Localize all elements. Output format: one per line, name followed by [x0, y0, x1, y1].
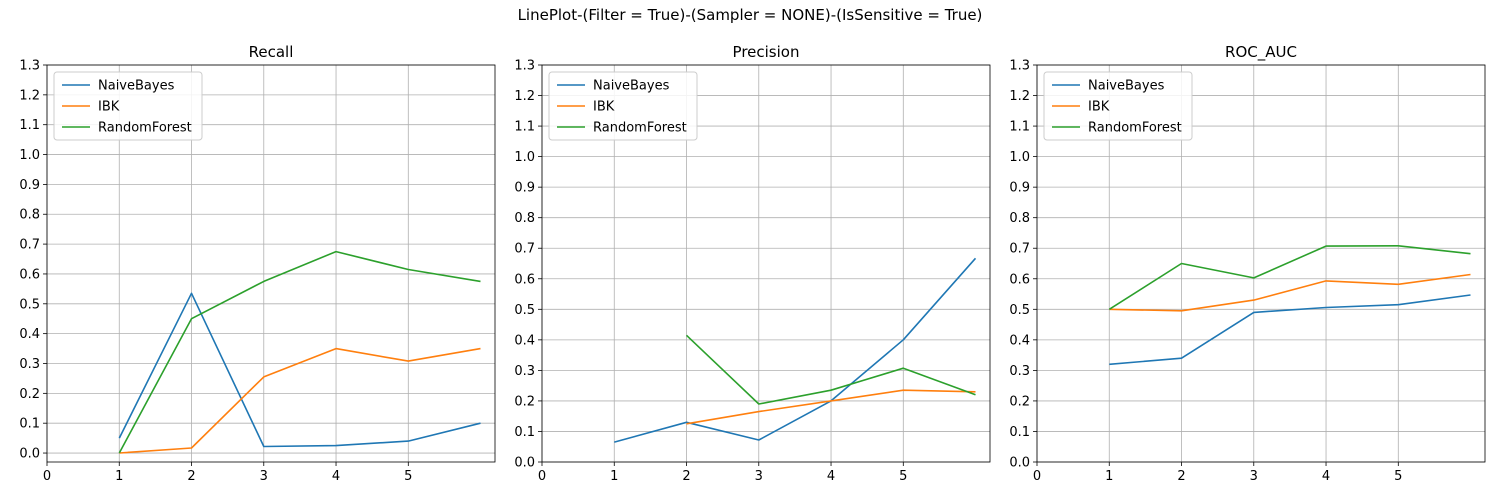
panel-3-y-tick-label: 0.0	[1009, 456, 1030, 471]
panel-2-legend-label-randomforest: RandomForest	[593, 121, 687, 136]
panel-2-x-tick-label: 5	[899, 469, 907, 484]
panel-3-y-tick-label: 0.6	[1009, 272, 1030, 287]
panel-1-x-tick-label: 0	[43, 469, 51, 484]
panel-2-y-tick-label: 0.3	[514, 364, 535, 379]
panel-2-y-tick-label: 0.0	[514, 456, 535, 471]
panel-3-x-tick-label: 0	[1033, 469, 1041, 484]
panel-3-x-tick-label: 4	[1322, 469, 1330, 484]
panel-1-series-ibk-line	[119, 347, 481, 454]
panel-1-y-tick-label: 0.9	[19, 178, 40, 193]
panel-2-legend-label-naivebayes: NaiveBayes	[593, 79, 670, 94]
panel-3-y-tick-label: 0.5	[1009, 303, 1030, 318]
panel-3-legend-label-ibk: IBK	[1088, 100, 1110, 115]
panel-2-y-tick-label: 1.1	[514, 120, 535, 135]
panel-2-x-tick-label: 4	[827, 469, 835, 484]
panel-1-y-tick-label: 1.3	[19, 59, 40, 74]
panel-3-y-tick-label: 0.9	[1009, 181, 1030, 196]
panel-1-y-tick-label: 0.5	[19, 297, 40, 312]
panel-3-x-tick-label: 1	[1105, 469, 1113, 484]
panel-1-legend-box	[53, 71, 203, 141]
panel-1-y-tick-label: 0.3	[19, 357, 40, 372]
panel-3-x-tick-label: 2	[1177, 469, 1185, 484]
figure-title: LinePlot-(Filter = True)-(Sampler = NONE…	[517, 6, 983, 24]
panel-1-legend-label-ibk: IBK	[98, 100, 120, 115]
panel-3-y-tick-label: 1.0	[1009, 150, 1030, 165]
panel-3-y-tick-label: 1.3	[1009, 59, 1030, 74]
panel-1-y-tick-label: 1.2	[19, 88, 40, 103]
panel-1-y-tick-label: 0.8	[19, 208, 40, 223]
panel-1-x-tick-label: 5	[404, 469, 412, 484]
panel-3-y-tick-label: 0.7	[1009, 242, 1030, 257]
panel-1-title: Recall	[249, 43, 294, 61]
panel-2-series-randomforest-line	[685, 334, 976, 405]
panel-3-y-tick-label: 1.1	[1009, 120, 1030, 135]
panel-3-legend-label-randomforest: RandomForest	[1088, 121, 1182, 136]
panel-2-legend-box	[548, 71, 698, 141]
panel-3-y-tick-label: 0.4	[1009, 333, 1030, 348]
panel-3-y-tick-label: 0.3	[1009, 364, 1030, 379]
panel-2-y-tick-label: 0.2	[514, 394, 535, 409]
panel-2-x-tick-label: 1	[610, 469, 618, 484]
panel-1-y-tick-label: 0.2	[19, 387, 40, 402]
panel-3-x-tick-label: 3	[1250, 469, 1258, 484]
panel-2-y-tick-label: 1.0	[514, 150, 535, 165]
panel-1-legend-label-naivebayes: NaiveBayes	[98, 79, 175, 94]
panel-2-y-tick-label: 0.9	[514, 181, 535, 196]
panel-1-x-tick-label: 1	[115, 469, 123, 484]
panel-3-series-ibk-line	[1109, 273, 1471, 312]
panel-2-legend-label-ibk: IBK	[593, 100, 615, 115]
panel-1-series-randomforest-line	[118, 250, 481, 454]
panel-1-x-tick-label: 4	[332, 469, 340, 484]
panel-1-x-tick-label: 3	[260, 469, 268, 484]
panel-3-title: ROC_AUC	[1225, 43, 1297, 62]
panel-2-y-tick-label: 0.4	[514, 333, 535, 348]
panel-2-axes-frame	[541, 64, 991, 463]
panel-3-axes-frame	[1036, 64, 1486, 463]
panel-2-x-tick-label: 0	[538, 469, 546, 484]
panel-1-series-naivebayes-line	[118, 292, 481, 448]
panel-3-y-tick-label: 1.2	[1009, 89, 1030, 104]
panel-2-y-tick-label: 0.7	[514, 242, 535, 257]
panel-1-y-tick-label: 0.1	[19, 417, 40, 432]
panel-2-x-tick-label: 3	[755, 469, 763, 484]
panel-2-y-tick-label: 0.5	[514, 303, 535, 318]
panel-2-title: Precision	[733, 43, 800, 61]
panel-1-x-tick-label: 2	[187, 469, 195, 484]
panel-2-y-tick-label: 1.2	[514, 89, 535, 104]
panel-3-y-tick-label: 0.2	[1009, 394, 1030, 409]
panel-2-y-tick-label: 1.3	[514, 59, 535, 74]
panel-3-legend-label-naivebayes: NaiveBayes	[1088, 79, 1165, 94]
panel-2-y-tick-label: 0.8	[514, 211, 535, 226]
panel-1-y-tick-label: 0.6	[19, 267, 40, 282]
panel-1-legend-label-randomforest: RandomForest	[98, 121, 192, 136]
panel-1-axes-frame	[46, 64, 496, 463]
panel-2-x-tick-label: 2	[682, 469, 690, 484]
panel-2-y-tick-label: 0.1	[514, 425, 535, 440]
panel-1-y-tick-label: 0.0	[19, 447, 40, 462]
panel-2-series-naivebayes-line	[614, 257, 977, 443]
panel-3-series-randomforest-line	[1108, 245, 1471, 310]
panel-3-x-tick-label: 5	[1394, 469, 1402, 484]
panel-3-series-naivebayes-line	[1109, 294, 1471, 366]
panel-3-y-tick-label: 0.1	[1009, 425, 1030, 440]
panel-3-legend-box	[1043, 71, 1193, 141]
panel-1-y-tick-label: 0.7	[19, 238, 40, 253]
panel-1-y-tick-label: 1.0	[19, 148, 40, 163]
panel-1-y-tick-label: 1.1	[19, 118, 40, 133]
panel-2-y-tick-label: 0.6	[514, 272, 535, 287]
panel-1-y-tick-label: 0.4	[19, 327, 40, 342]
panel-2-series-ibk-line	[686, 389, 976, 425]
panel-3-y-tick-label: 0.8	[1009, 211, 1030, 226]
